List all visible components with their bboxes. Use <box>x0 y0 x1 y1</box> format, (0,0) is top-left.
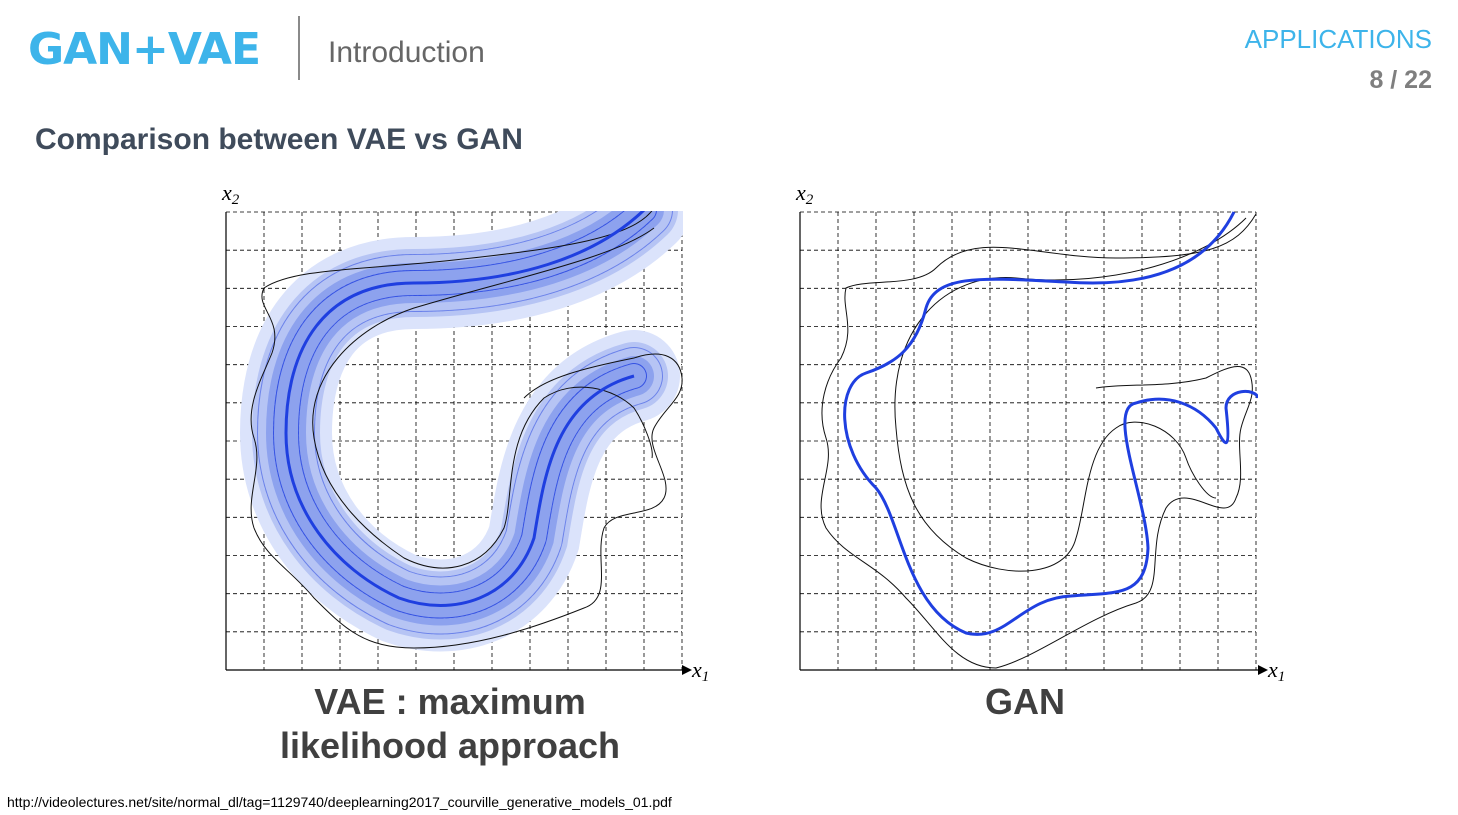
vae-caption-line1: VAE : maximum <box>314 681 586 722</box>
gan-caption: GAN <box>870 680 1180 724</box>
gan-data-contours <box>820 213 1257 669</box>
gan-generator-curve <box>843 211 1260 636</box>
gan-y-axis-label: x2 <box>795 180 814 208</box>
vae-manifold-band <box>239 178 690 652</box>
vae-axes <box>225 212 692 675</box>
vae-caption: VAE : maximum likelihood approach <box>230 680 670 768</box>
section-label: APPLICATIONS <box>1244 24 1432 54</box>
vae-x-axis-label: x1 <box>691 657 709 685</box>
vae-clip-top <box>214 178 724 211</box>
source-link[interactable]: http://videolectures.net/site/normal_dl/… <box>7 794 672 810</box>
vae-diagram: x2 x1 <box>214 178 724 685</box>
gan-clip-right <box>1258 178 1296 678</box>
slide-title: Comparison between VAE vs GAN <box>35 123 523 156</box>
page-title: Introduction <box>328 36 485 69</box>
vae-mean-curve <box>284 208 646 607</box>
page-counter: 8 / 22 <box>1369 66 1432 94</box>
header-divider <box>298 16 300 80</box>
brand-logo: GAN+VAE <box>28 24 261 75</box>
vae-clip-right <box>683 178 724 678</box>
gan-diagram: x2 x1 <box>786 178 1296 685</box>
vae-data-contours <box>250 207 683 649</box>
gan-clip-top <box>786 178 1296 211</box>
gan-x-axis-label: x1 <box>1267 657 1285 685</box>
gan-caption-text: GAN <box>985 681 1065 722</box>
vae-y-axis-label: x2 <box>221 180 240 208</box>
gan-axes <box>799 212 1268 675</box>
vae-caption-line2: likelihood approach <box>279 725 621 766</box>
